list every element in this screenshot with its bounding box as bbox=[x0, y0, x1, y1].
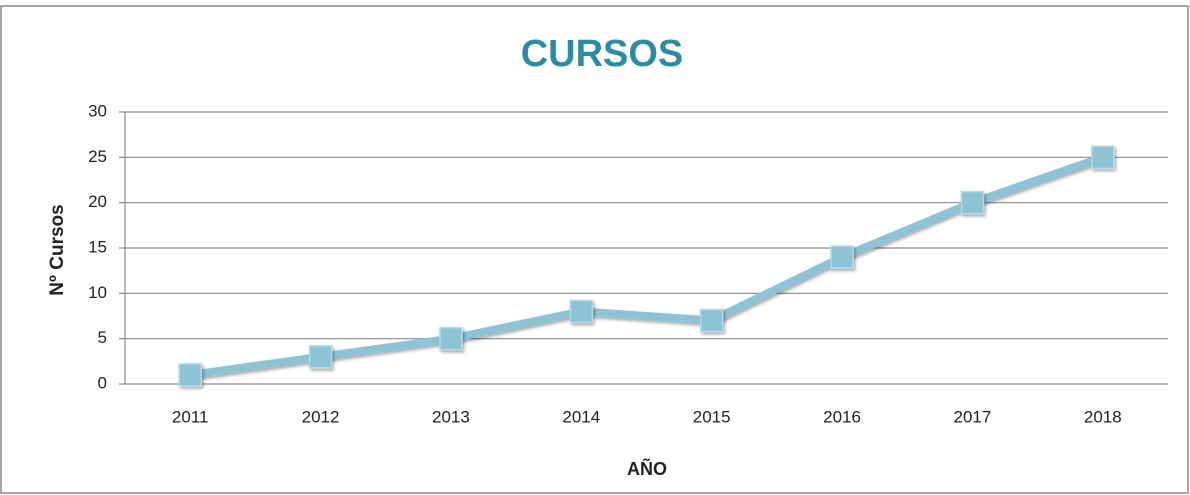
data-point bbox=[178, 363, 202, 387]
series-line bbox=[189, 153, 1105, 379]
data-point bbox=[439, 326, 463, 351]
data-point bbox=[569, 299, 594, 324]
x-tick-label: 2015 bbox=[693, 407, 731, 426]
data-point bbox=[308, 345, 333, 369]
data-point bbox=[1091, 145, 1115, 170]
x-axis-label: AÑO bbox=[627, 458, 667, 479]
y-tick-label: 15 bbox=[88, 237, 107, 256]
y-tick-label: 0 bbox=[98, 373, 107, 392]
y-tick-label: 10 bbox=[88, 283, 107, 302]
x-tick-label: 2012 bbox=[302, 407, 340, 426]
y-tick-label: 25 bbox=[88, 147, 107, 166]
y-axis-label: Nº Cursos bbox=[47, 204, 68, 295]
x-tick-label: 2011 bbox=[172, 407, 209, 426]
data-point bbox=[830, 245, 854, 269]
x-tick-label: 2017 bbox=[954, 407, 992, 426]
x-tick-label: 2014 bbox=[562, 407, 600, 426]
y-tick-label: 20 bbox=[88, 192, 107, 211]
x-tick-label: 2013 bbox=[432, 407, 470, 426]
chart-frame bbox=[0, 5, 1189, 494]
data-point bbox=[699, 308, 724, 333]
data-point bbox=[960, 190, 985, 215]
y-tick-label: 30 bbox=[88, 101, 107, 120]
x-tick-label: 2016 bbox=[823, 407, 861, 426]
x-tick-label: 2018 bbox=[1084, 407, 1122, 426]
chart-title: CURSOS bbox=[521, 33, 684, 75]
y-tick-label: 5 bbox=[98, 328, 107, 347]
